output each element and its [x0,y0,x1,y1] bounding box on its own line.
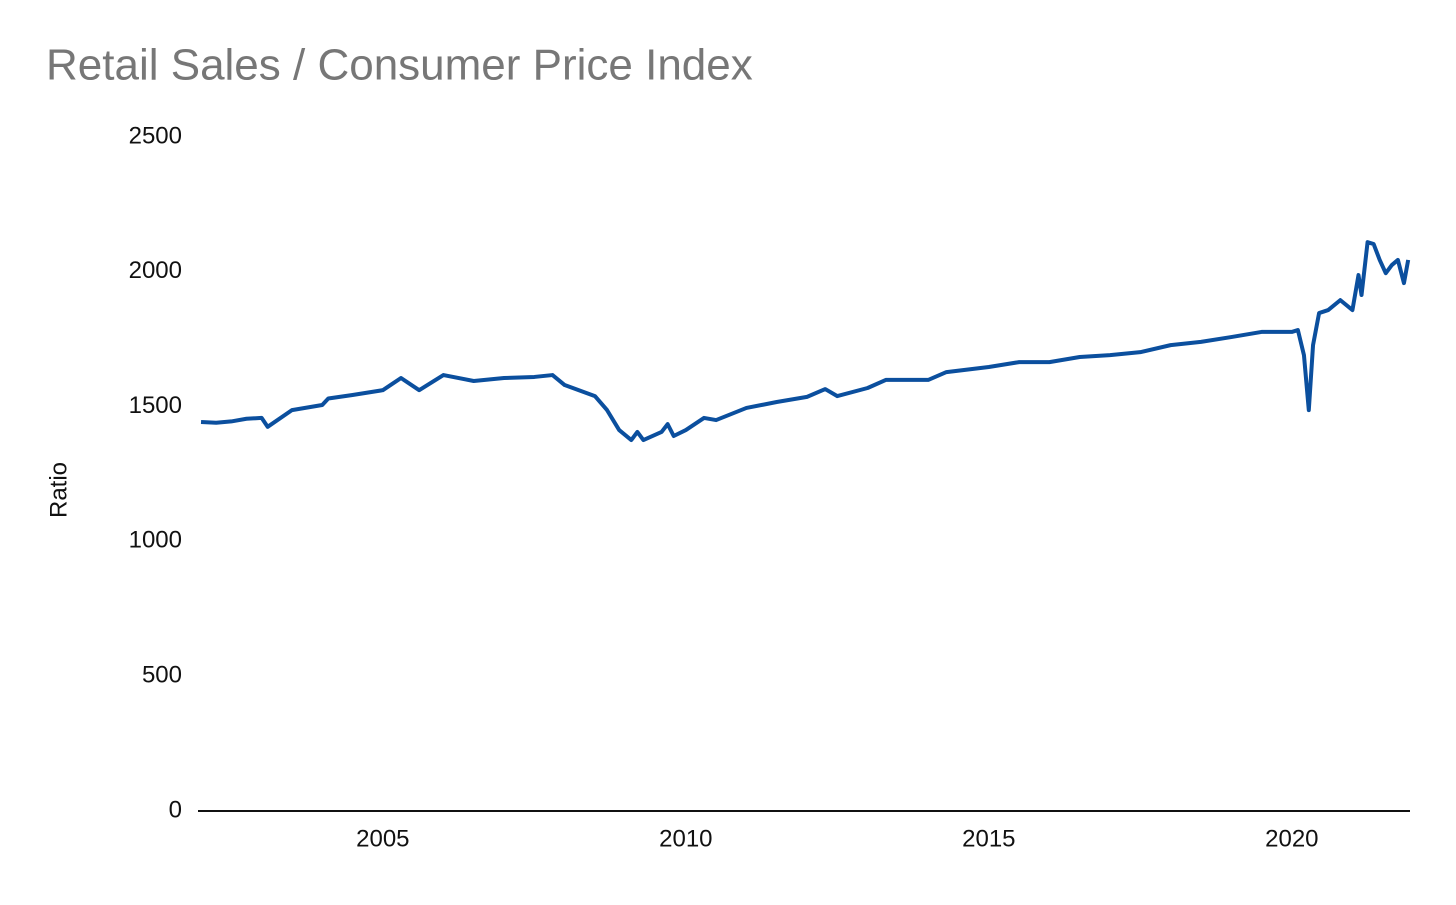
y-tick-label: 1500 [129,392,182,419]
y-tick-label: 2500 [129,122,182,149]
y-axis-label: Ratio [45,462,72,518]
y-tick-label: 500 [142,662,182,689]
x-tick-label: 2015 [962,825,1015,852]
y-tick-label: 2000 [129,257,182,284]
x-tick-label: 2010 [659,825,712,852]
y-tick-label: 0 [169,796,182,823]
x-tick-label: 2005 [356,825,409,852]
data-line [200,240,1411,443]
chart-title: Retail Sales / Consumer Price Index [46,41,753,90]
y-tick-label: 1000 [129,527,182,554]
x-tick-label: 2020 [1265,825,1318,852]
